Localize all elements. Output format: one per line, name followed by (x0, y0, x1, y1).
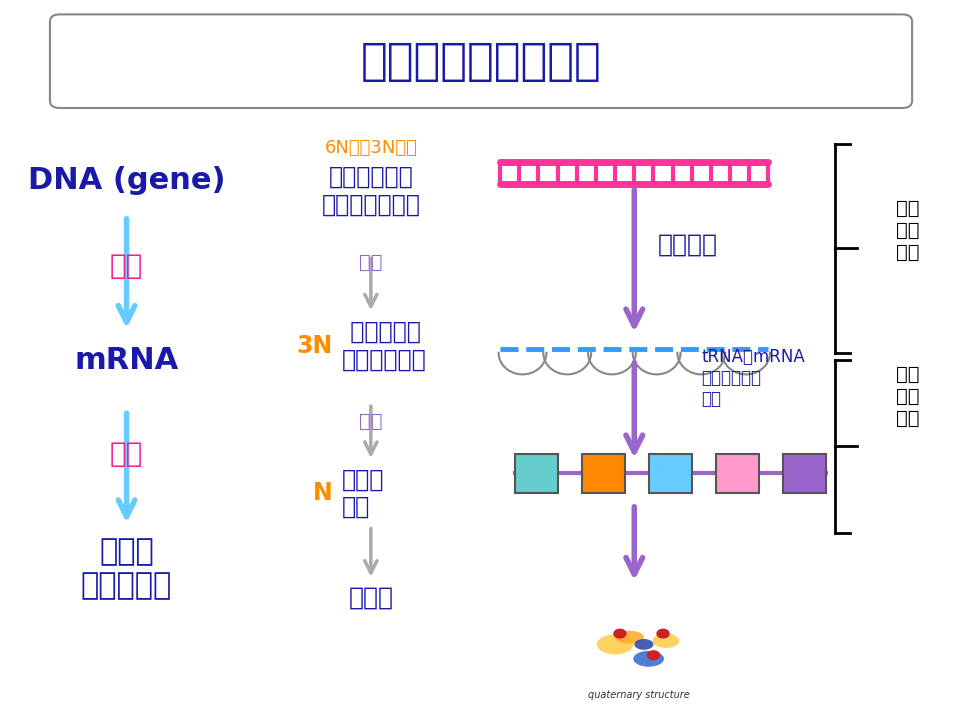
Ellipse shape (615, 631, 644, 644)
Text: 脱氧核苷酸对
（碱基对）序列: 脱氧核苷酸对 （碱基对）序列 (322, 165, 420, 217)
Ellipse shape (597, 634, 634, 654)
Text: 决定: 决定 (359, 253, 383, 272)
Text: 蛋白质: 蛋白质 (348, 585, 394, 610)
Text: 氨基酸
序列: 氨基酸 序列 (342, 467, 385, 519)
FancyBboxPatch shape (582, 454, 625, 493)
Text: tRNA与mRNA
的密码子互补
配对: tRNA与mRNA 的密码子互补 配对 (702, 348, 805, 408)
Text: 6N个（3N对）: 6N个（3N对） (324, 138, 418, 157)
Ellipse shape (653, 634, 680, 648)
FancyBboxPatch shape (782, 454, 826, 493)
Circle shape (613, 629, 627, 639)
Text: 转录: 转录 (110, 253, 143, 280)
Text: 胞质
中核
糖体: 胞质 中核 糖体 (896, 364, 919, 428)
Text: 主要
细胞
核中: 主要 细胞 核中 (896, 199, 919, 262)
Text: 基因控制蛋白质合成: 基因控制蛋白质合成 (361, 40, 601, 83)
FancyBboxPatch shape (50, 14, 912, 108)
Text: 核糖核苷酸
（碱基）序列: 核糖核苷酸 （碱基）序列 (342, 320, 427, 372)
Text: 蛋白质
（多肽链）: 蛋白质 （多肽链） (81, 538, 172, 600)
Ellipse shape (635, 639, 654, 649)
Text: 互补配对: 互补配对 (659, 233, 718, 257)
Ellipse shape (634, 651, 664, 667)
Text: 决定: 决定 (359, 412, 383, 431)
Circle shape (657, 629, 670, 639)
Text: mRNA: mRNA (75, 346, 179, 374)
Text: 3N: 3N (297, 333, 332, 358)
Text: DNA (gene): DNA (gene) (28, 166, 226, 194)
Circle shape (647, 650, 660, 660)
FancyBboxPatch shape (649, 454, 692, 493)
Text: quaternary structure: quaternary structure (588, 690, 690, 700)
Text: 翻译: 翻译 (110, 440, 143, 467)
FancyBboxPatch shape (515, 454, 558, 493)
Text: N: N (313, 481, 332, 505)
FancyBboxPatch shape (716, 454, 758, 493)
